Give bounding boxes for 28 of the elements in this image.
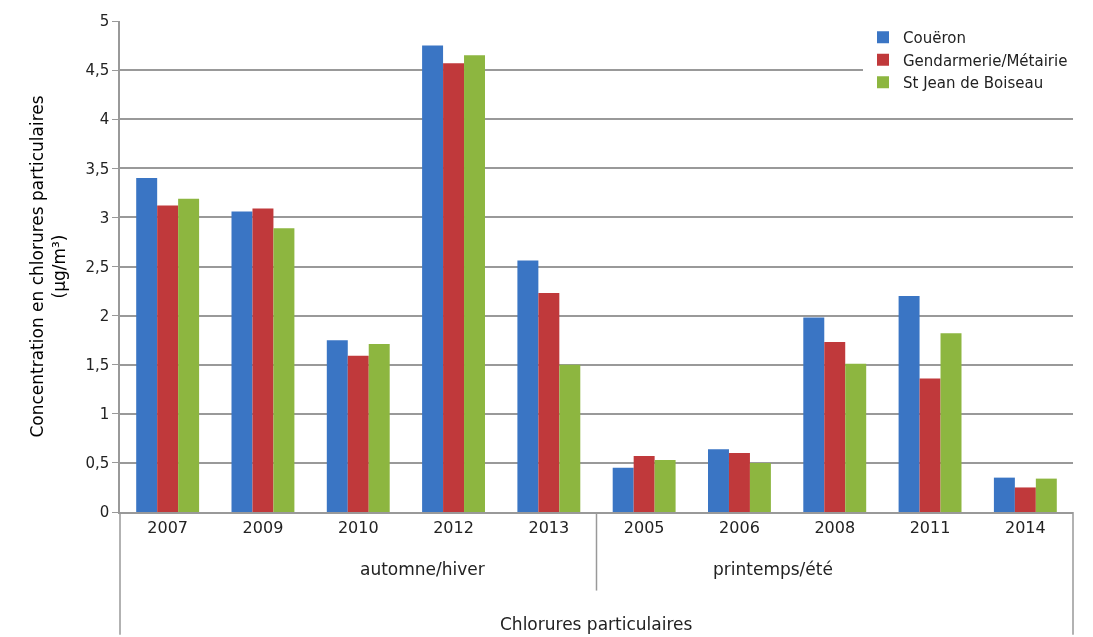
x-tick-label: 2011 bbox=[909, 517, 951, 537]
legend-label: Gendarmerie/Métairie bbox=[903, 51, 1068, 70]
y-tick-label: 1,5 bbox=[85, 355, 110, 374]
y-tick-label: 5 bbox=[99, 12, 110, 31]
x-axis-title: Chlorures particulaires bbox=[500, 614, 693, 634]
y-tick-label: 3 bbox=[99, 208, 110, 227]
legend-label: St Jean de Boiseau bbox=[903, 74, 1044, 93]
text: printemps/été bbox=[713, 559, 833, 579]
x-tick-label: 2012 bbox=[433, 517, 474, 537]
y-tick-label: 3,5 bbox=[85, 159, 110, 178]
y-tick-label: 0 bbox=[99, 503, 110, 522]
y-tick-label: 4 bbox=[99, 110, 110, 129]
x-tick-label: 2007 bbox=[147, 517, 189, 537]
x-tick-label: 2009 bbox=[242, 517, 284, 537]
y-axis-title: Concentration en chlorures particulaires (µg/m³) bbox=[27, 95, 70, 438]
x-tick-label: 2006 bbox=[719, 517, 760, 537]
y-tick-label: 4,5 bbox=[85, 61, 110, 80]
y-tick-label: 2 bbox=[99, 306, 110, 325]
y-tick-label: 1 bbox=[99, 405, 110, 424]
x-tick-label: 2014 bbox=[1004, 517, 1046, 537]
text: automne/hiver bbox=[360, 559, 485, 579]
y-tick-label: 0,5 bbox=[85, 454, 110, 473]
x-tick-label: 2005 bbox=[623, 517, 665, 537]
legend-label: Couëron bbox=[903, 29, 966, 48]
x-tick-label: 2010 bbox=[337, 517, 379, 537]
x-tick-label: 2008 bbox=[814, 517, 856, 537]
x-tick-label: 2013 bbox=[528, 517, 570, 537]
y-tick-label: 2,5 bbox=[85, 257, 110, 276]
